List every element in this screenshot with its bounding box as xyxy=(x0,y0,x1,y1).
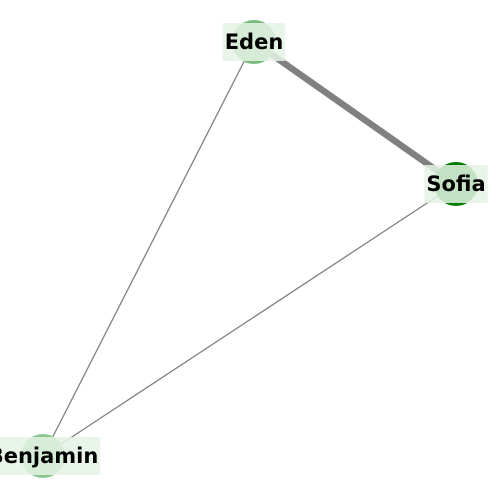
node-eden[interactable]: Eden xyxy=(222,20,286,64)
node-eden-label: Eden xyxy=(225,30,284,54)
edges-layer xyxy=(42,39,458,457)
node-benjamin[interactable]: Benjamin xyxy=(0,434,101,478)
node-benjamin-label-bg xyxy=(0,437,101,475)
edge-sofia-benjamin xyxy=(42,183,457,457)
edge-eden-benjamin xyxy=(42,41,255,457)
node-sofia-label: Sofia xyxy=(426,172,485,196)
nodes-layer: Eden Sofia Benjamin xyxy=(0,20,488,478)
node-sofia[interactable]: Sofia xyxy=(424,162,488,206)
node-eden-label-bg xyxy=(222,23,286,61)
edge-eden-sofia xyxy=(252,39,458,187)
node-sofia-label-bg xyxy=(424,165,488,203)
node-benjamin-label: Benjamin xyxy=(0,444,98,468)
